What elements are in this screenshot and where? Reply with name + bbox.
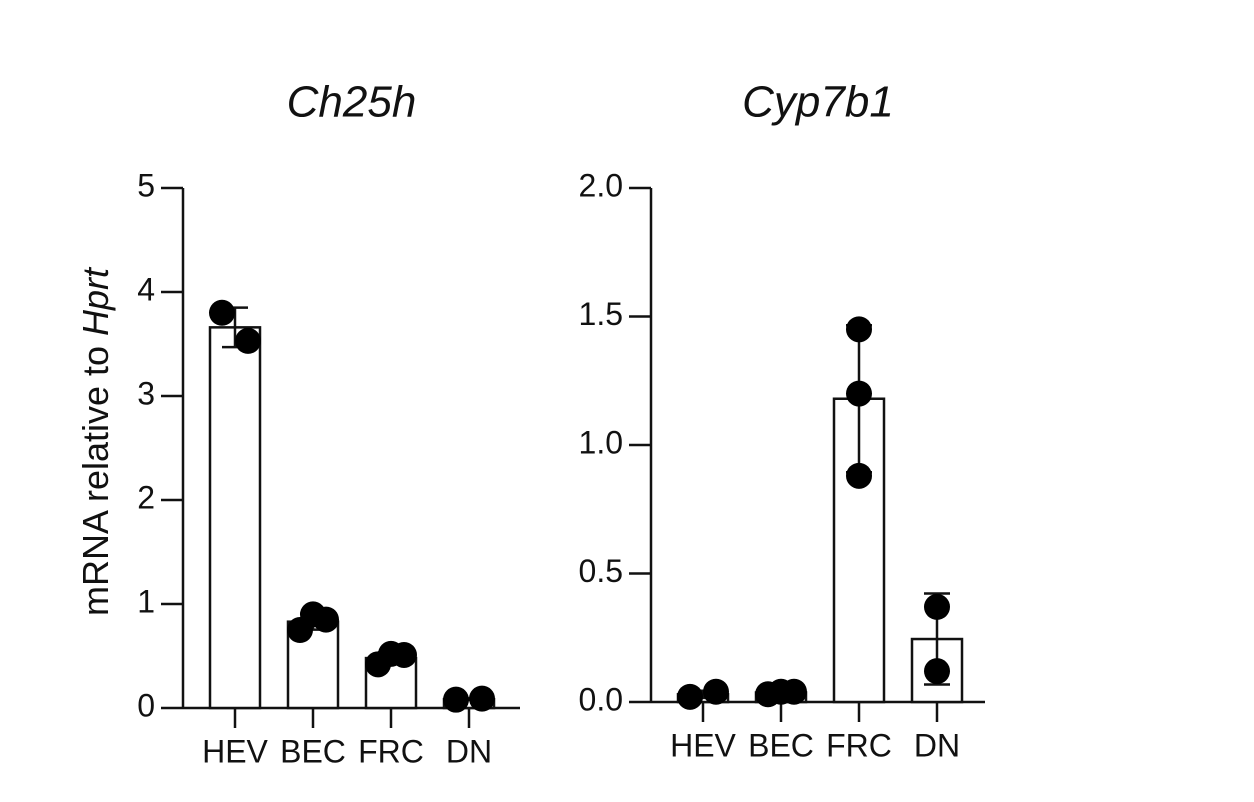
x-tick-label: FRC (826, 727, 892, 763)
data-point (703, 678, 729, 705)
bar (208, 326, 262, 710)
x-tick-label: FRC (358, 733, 424, 769)
data-point (846, 462, 872, 489)
data-point (781, 678, 807, 705)
data-point (924, 593, 950, 620)
data-point (469, 685, 495, 712)
x-tick-label: BEC (748, 727, 814, 763)
x-tick-label: BEC (280, 733, 346, 769)
y-tick-label: 1.5 (579, 296, 623, 332)
y-tick-label: 3 (137, 375, 155, 411)
y-axis-label: mRNA relative to Hprt (75, 266, 116, 616)
chart-title: Ch25h (287, 78, 417, 127)
data-point (209, 299, 235, 326)
data-point (924, 658, 950, 685)
y-tick-label: 5 (137, 167, 155, 203)
y-tick-label: 0.5 (579, 553, 623, 589)
data-point (846, 380, 872, 407)
y-tick-label: 0.0 (579, 681, 623, 717)
data-point (846, 316, 872, 343)
x-tick-label: DN (446, 733, 492, 769)
chart-title: Cyp7b1 (742, 78, 894, 127)
y-axis-label-italic: Hprt (75, 266, 116, 336)
y-axis-label-text: mRNA relative to (75, 346, 116, 616)
data-point (443, 686, 469, 713)
x-tick-label: HEV (670, 727, 736, 763)
y-tick-label: 1.0 (579, 424, 623, 460)
data-point (677, 683, 703, 710)
y-tick-label: 2 (137, 479, 155, 515)
data-point (313, 606, 339, 633)
data-point (235, 327, 261, 354)
y-tick-label: 1 (137, 583, 155, 619)
y-tick-label: 2.0 (579, 167, 623, 203)
y-tick-label: 4 (137, 271, 155, 307)
x-tick-label: HEV (202, 733, 268, 769)
y-tick-label: 0 (137, 687, 155, 723)
data-point (391, 641, 417, 668)
x-tick-label: DN (914, 727, 960, 763)
